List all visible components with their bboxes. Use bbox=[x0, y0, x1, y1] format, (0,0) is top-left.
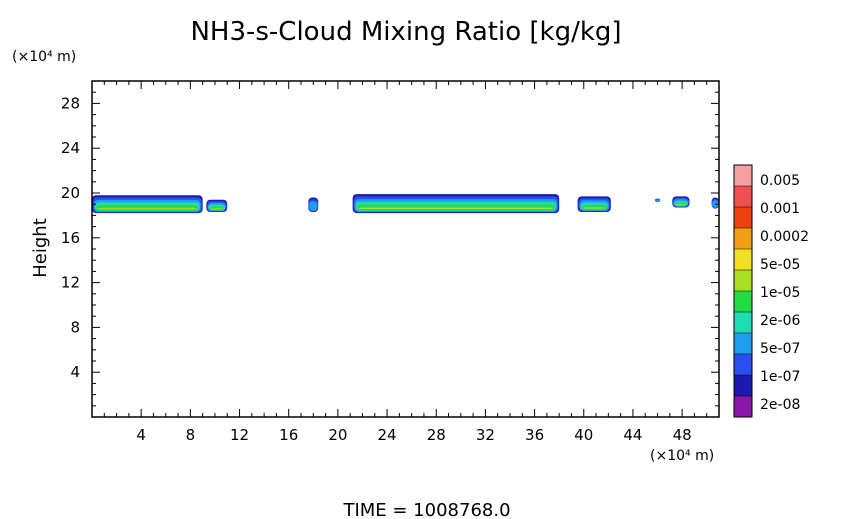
plot-frame bbox=[91, 80, 720, 418]
cloud-layer bbox=[655, 199, 660, 202]
colorbar-swatch bbox=[734, 375, 752, 396]
cloud-layer bbox=[357, 204, 555, 211]
colorbar-label: 2e-06 bbox=[760, 313, 800, 329]
colorbar-swatch bbox=[734, 249, 752, 270]
cloud-layer bbox=[209, 206, 225, 211]
cloud-region bbox=[655, 198, 660, 202]
colorbar-swatch bbox=[734, 207, 752, 228]
x-tick-label: 28 bbox=[427, 426, 446, 444]
x-tick-label: 12 bbox=[230, 426, 249, 444]
x-tick-label: 44 bbox=[623, 426, 642, 444]
cloud-region bbox=[352, 194, 560, 214]
colorbar-swatch bbox=[734, 354, 752, 375]
plot-content bbox=[92, 194, 719, 214]
x-tick-label: 8 bbox=[186, 426, 196, 444]
cloud-layer bbox=[309, 201, 318, 211]
colorbar-label: 5e-07 bbox=[760, 341, 800, 357]
x-tick-label: 40 bbox=[574, 426, 593, 444]
colorbar-swatch bbox=[734, 312, 752, 333]
cloud-region bbox=[92, 195, 203, 214]
colorbar-label: 5e-05 bbox=[760, 257, 800, 273]
y-tick-label: 4 bbox=[70, 363, 80, 381]
colorbar-swatch bbox=[734, 270, 752, 291]
cloud-region bbox=[577, 196, 611, 213]
cloud-layer bbox=[674, 202, 687, 206]
colorbar-swatch bbox=[734, 291, 752, 312]
colorbar: 2e-08 1e-07 5e-07 2e-06 1e-05 5e-05 0.0002 0.00… bbox=[733, 164, 809, 418]
y-tick-label: 28 bbox=[61, 94, 80, 112]
colorbar-label: 0.005 bbox=[760, 173, 800, 189]
cloud-region bbox=[308, 197, 319, 213]
x-tick-label: 36 bbox=[525, 426, 544, 444]
cloud-region bbox=[711, 197, 719, 209]
cloud-layer bbox=[358, 207, 554, 209]
cloud-layer bbox=[96, 205, 199, 211]
colorbar-label: 0.0002 bbox=[760, 229, 809, 245]
colorbar-label: 0.001 bbox=[760, 201, 800, 217]
chart-title: NH3-s-Cloud Mixing Ratio [kg/kg] bbox=[190, 17, 621, 47]
y-tick-label: 12 bbox=[61, 274, 80, 292]
x-tick-label: 32 bbox=[476, 426, 495, 444]
cloud-region bbox=[672, 196, 690, 208]
x-tick-label: 48 bbox=[673, 426, 692, 444]
cloud-layer bbox=[210, 208, 224, 210]
x-tick-label: 20 bbox=[328, 426, 347, 444]
x-tick-label: 4 bbox=[136, 426, 146, 444]
colorbar-swatch bbox=[734, 333, 752, 354]
y-axis-unit: (×10⁴ m) bbox=[12, 49, 76, 65]
y-axis-label: Height bbox=[30, 218, 51, 278]
cloud-region bbox=[206, 199, 228, 213]
cloud-layer bbox=[583, 207, 605, 209]
x-tick-label: 16 bbox=[279, 426, 298, 444]
colorbar-swatch bbox=[734, 228, 752, 249]
y-tick-label: 24 bbox=[61, 139, 80, 157]
y-tick-label: 8 bbox=[70, 318, 80, 336]
cloud-layer bbox=[582, 204, 607, 210]
colorbar-label: 1e-05 bbox=[760, 285, 800, 301]
cloud-layer bbox=[98, 207, 197, 210]
colorbar-swatch bbox=[734, 165, 752, 186]
time-readout: TIME = 1008768.0 bbox=[342, 500, 510, 519]
cloud-layer bbox=[675, 204, 687, 206]
colorbar-label: 1e-07 bbox=[760, 369, 800, 385]
y-tick-label: 20 bbox=[61, 184, 80, 202]
x-axis-unit: (×10⁴ m) bbox=[650, 448, 714, 464]
colorbar-swatch bbox=[734, 186, 752, 207]
colorbar-swatch bbox=[734, 396, 752, 417]
colorbar-label: 2e-08 bbox=[760, 397, 800, 413]
x-tick-label: 24 bbox=[378, 426, 397, 444]
y-tick-label: 16 bbox=[61, 229, 80, 247]
